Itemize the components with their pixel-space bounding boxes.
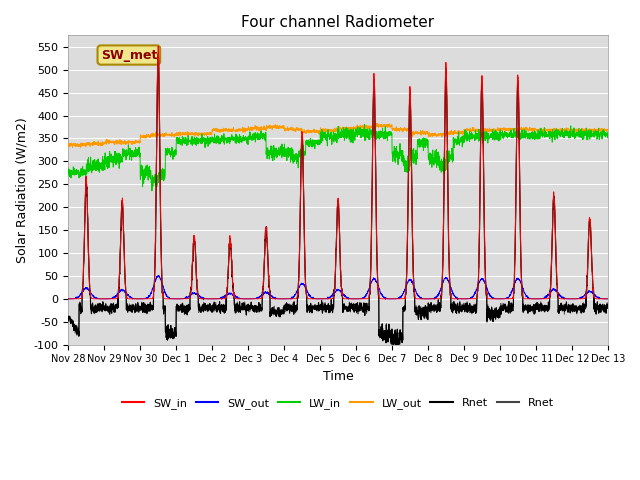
SW_out <box>536 296 543 302</box>
SW_out <box>126 294 134 300</box>
LW_out <box>271 124 279 130</box>
SW_in <box>401 296 409 302</box>
Line: Rnet: Rnet <box>68 54 608 349</box>
SW_in <box>295 277 303 283</box>
SW_in <box>154 43 162 49</box>
Rnet <box>126 303 134 309</box>
LW_in <box>295 150 303 156</box>
Rnet <box>604 301 612 307</box>
LW_in <box>594 132 602 137</box>
X-axis label: Time: Time <box>323 370 353 383</box>
LW_in <box>536 134 543 140</box>
Rnet <box>536 305 543 311</box>
SW_out <box>155 273 163 278</box>
Rnet <box>536 307 543 312</box>
LW_in <box>65 165 72 171</box>
LW_in <box>604 129 612 135</box>
Line: Rnet: Rnet <box>68 55 608 349</box>
SW_in <box>65 296 72 302</box>
SW_out <box>594 295 602 300</box>
Title: Four channel Radiometer: Four channel Radiometer <box>241 15 435 30</box>
LW_in <box>126 153 134 159</box>
SW_out <box>272 296 280 302</box>
Line: SW_out: SW_out <box>68 276 608 300</box>
Rnet <box>604 304 612 310</box>
Rnet <box>393 346 401 352</box>
Rnet <box>271 309 279 315</box>
LW_out <box>126 139 134 144</box>
LW_out <box>371 120 378 126</box>
Text: SW_met: SW_met <box>100 48 157 61</box>
SW_in <box>594 296 602 302</box>
SW_in <box>126 296 134 302</box>
Rnet <box>158 284 166 290</box>
SW_in <box>536 296 543 302</box>
SW_in <box>271 296 279 302</box>
LW_in <box>271 149 279 155</box>
LW_out <box>594 127 602 132</box>
SW_out <box>158 280 166 286</box>
Rnet <box>594 305 602 311</box>
Rnet <box>154 51 162 57</box>
Rnet <box>154 52 162 58</box>
LW_out <box>295 128 303 133</box>
LW_in <box>360 121 368 127</box>
Line: LW_out: LW_out <box>68 123 608 147</box>
SW_out <box>65 296 72 302</box>
Rnet <box>158 284 166 289</box>
Y-axis label: Solar Radiation (W/m2): Solar Radiation (W/m2) <box>15 117 28 263</box>
LW_out <box>604 128 612 133</box>
Rnet <box>295 276 303 282</box>
LW_out <box>158 132 166 138</box>
SW_out <box>295 285 303 290</box>
SW_in <box>158 282 166 288</box>
LW_out <box>65 141 72 146</box>
LW_out <box>536 128 543 134</box>
Rnet <box>271 310 279 315</box>
SW_out <box>604 296 612 302</box>
Rnet <box>393 346 401 352</box>
Line: SW_in: SW_in <box>68 46 608 299</box>
SW_out <box>200 297 207 303</box>
Rnet <box>65 318 72 324</box>
Rnet <box>295 277 303 283</box>
Line: LW_in: LW_in <box>68 124 608 191</box>
Rnet <box>65 316 72 322</box>
Rnet <box>594 305 602 311</box>
Rnet <box>126 303 134 309</box>
SW_in <box>604 296 612 302</box>
Legend: SW_in, SW_out, LW_in, LW_out, Rnet, Rnet: SW_in, SW_out, LW_in, LW_out, Rnet, Rnet <box>118 394 558 413</box>
LW_in <box>148 188 156 194</box>
LW_out <box>68 144 76 150</box>
LW_in <box>158 177 166 183</box>
